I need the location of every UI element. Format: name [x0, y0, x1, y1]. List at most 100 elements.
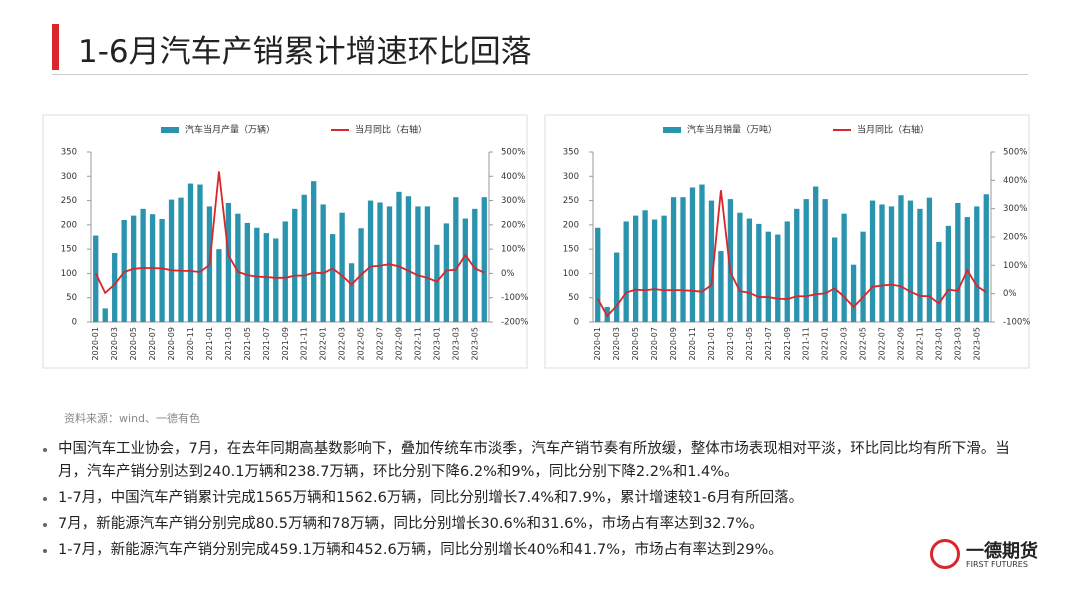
- y-tick-label: 150: [61, 245, 77, 255]
- bar: [718, 251, 724, 322]
- bar: [737, 212, 743, 322]
- bar: [926, 197, 933, 322]
- x-tick-label: 2020-05: [129, 327, 138, 360]
- x-tick-label: 2020-05: [631, 327, 640, 360]
- bar: [784, 221, 790, 322]
- y2-tick-label: 100%: [501, 245, 525, 255]
- x-tick-label: 2021-07: [262, 327, 271, 360]
- bar: [727, 199, 734, 322]
- bar: [983, 194, 989, 322]
- bar: [898, 195, 904, 322]
- bar: [434, 244, 440, 322]
- y2-tick-label: 0%: [501, 269, 515, 279]
- bar: [765, 231, 771, 322]
- y-tick-label: 350: [563, 148, 579, 158]
- bar: [860, 231, 866, 322]
- x-tick-label: 2021-05: [243, 327, 252, 360]
- x-tick-label: 2020-11: [688, 327, 697, 360]
- bar: [794, 208, 800, 322]
- y2-tick-label: 400%: [501, 172, 525, 182]
- x-tick-label: 2022-01: [821, 327, 830, 360]
- bar: [112, 253, 118, 322]
- bar: [121, 220, 127, 322]
- x-tick-label: 2022-11: [413, 327, 422, 360]
- bar: [481, 197, 487, 322]
- x-tick-label: 2020-09: [669, 327, 678, 360]
- bar: [377, 202, 383, 322]
- y-tick-label: 200: [61, 220, 77, 230]
- x-tick-label: 2021-03: [726, 327, 735, 360]
- bullet-list: 中国汽车工业协会，7月，在去年同期高基数影响下，叠加传统车市淡季，汽车产销节奏有…: [40, 438, 1030, 565]
- x-tick-label: 2021-03: [224, 327, 233, 360]
- bar: [850, 264, 857, 322]
- y2-tick-label: -100%: [1003, 318, 1030, 328]
- y-tick-label: 350: [61, 148, 77, 158]
- bar: [869, 200, 876, 322]
- bar: [623, 221, 629, 322]
- x-tick-label: 2022-01: [319, 327, 328, 360]
- bar: [680, 197, 686, 322]
- bar: [93, 235, 99, 322]
- x-tick-label: 2020-07: [650, 327, 659, 360]
- bar: [244, 222, 251, 322]
- y2-tick-label: 0%: [1003, 289, 1017, 299]
- bar: [311, 181, 317, 322]
- y2-tick-label: 500%: [501, 148, 525, 158]
- bar: [254, 227, 260, 322]
- y-tick-label: 250: [563, 196, 579, 206]
- bar: [670, 197, 677, 322]
- y-tick-label: 100: [563, 269, 579, 279]
- bar: [831, 237, 838, 322]
- x-tick-label: 2021-11: [802, 327, 811, 360]
- bar: [472, 208, 478, 322]
- bar: [661, 215, 667, 322]
- y2-tick-label: 200%: [1003, 233, 1027, 243]
- x-tick-label: 2021-07: [764, 327, 773, 360]
- x-tick-label: 2021-01: [205, 327, 214, 360]
- logo-mark: [930, 539, 960, 569]
- bar: [813, 186, 819, 322]
- bar: [775, 234, 781, 322]
- bar: [879, 204, 885, 322]
- bar: [348, 263, 355, 322]
- x-tick-label: 2021-11: [300, 327, 309, 360]
- y-tick-label: 300: [563, 172, 579, 182]
- x-tick-label: 2020-09: [167, 327, 176, 360]
- bar: [689, 187, 696, 322]
- y2-tick-label: 300%: [501, 196, 525, 206]
- bar: [936, 241, 942, 322]
- legend-label: 当月同比（右轴）: [355, 124, 427, 136]
- bar: [424, 206, 431, 322]
- bar: [917, 208, 923, 322]
- bar: [216, 249, 222, 322]
- y2-tick-label: 100%: [1003, 261, 1027, 271]
- x-tick-label: 2020-03: [612, 327, 621, 360]
- bar: [405, 196, 412, 322]
- bar: [651, 219, 658, 322]
- line-series: [94, 171, 485, 295]
- legend-label: 汽车当月销量（万吨）: [687, 124, 777, 136]
- y-tick-label: 50: [568, 293, 579, 303]
- x-tick-label: 2023-03: [451, 327, 460, 360]
- bar: [178, 197, 184, 322]
- legend-swatch: [161, 127, 179, 133]
- bullet: 1-7月，中国汽车产销累计完成1565万辆和1562.6万辆，同比分别增长7.4…: [40, 487, 1030, 510]
- x-tick-label: 2022-07: [376, 327, 385, 360]
- bar: [273, 238, 279, 322]
- x-tick-label: 2020-07: [148, 327, 157, 360]
- y2-tick-label: 500%: [1003, 148, 1027, 158]
- bar: [225, 203, 232, 322]
- bar: [888, 206, 895, 322]
- y2-tick-label: -200%: [501, 318, 528, 328]
- bar: [803, 199, 809, 322]
- x-tick-label: 2021-09: [783, 327, 792, 360]
- y-tick-label: 300: [61, 172, 77, 182]
- bar: [756, 223, 762, 322]
- bar: [907, 200, 914, 322]
- charts: 0 50 100 150 200 250 300 350 -200% -100% 0% 100% 200…: [42, 114, 1030, 369]
- logo-name: 一德期货: [966, 541, 1038, 562]
- bar: [168, 199, 175, 322]
- bar: [841, 213, 847, 322]
- bar: [197, 184, 203, 322]
- y-tick-label: 250: [61, 196, 77, 206]
